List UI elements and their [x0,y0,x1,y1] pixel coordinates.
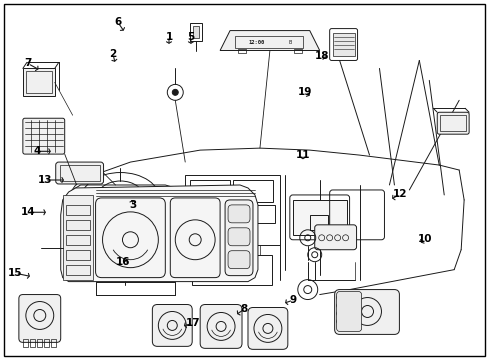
FancyBboxPatch shape [334,289,399,334]
Text: 2: 2 [109,49,116,59]
FancyBboxPatch shape [436,112,468,134]
FancyBboxPatch shape [200,305,242,348]
Text: 5: 5 [187,32,194,41]
Bar [60,165,100,181]
FancyBboxPatch shape [19,294,61,342]
FancyBboxPatch shape [95,198,165,278]
Text: 16: 16 [115,257,130,267]
Bar [222,226,229,232]
Polygon shape [61,185,258,282]
Bar [234,226,242,232]
Bar [238,49,245,54]
Text: 10: 10 [417,234,431,244]
Bar [37,339,41,347]
Circle shape [172,89,178,95]
Text: 12:00: 12:00 [248,40,264,45]
FancyBboxPatch shape [227,228,249,246]
Text: 15: 15 [8,268,23,278]
Bar [65,235,89,245]
Text: 1: 1 [165,32,172,41]
Bar [192,255,271,285]
Bar [309,215,327,230]
Polygon shape [220,31,319,50]
Bar [293,49,301,54]
Bar [439,115,465,131]
Bar [23,68,55,96]
Bar [65,205,89,215]
Bar [198,226,206,232]
Bar [235,36,302,48]
Text: 9: 9 [289,295,296,305]
FancyBboxPatch shape [247,307,287,349]
FancyBboxPatch shape [336,292,361,332]
Bar [23,339,28,347]
Bar [65,220,89,230]
Text: 4: 4 [34,146,41,156]
Text: 18: 18 [315,51,329,61]
Bar [292,200,346,235]
FancyBboxPatch shape [23,118,64,154]
FancyBboxPatch shape [170,198,220,278]
FancyBboxPatch shape [314,225,356,250]
Text: 3: 3 [128,200,136,210]
Bar [44,339,49,347]
Text: 12: 12 [392,189,407,199]
Bar [62,195,92,280]
Text: B: B [287,40,291,45]
Bar [65,265,89,275]
Text: 13: 13 [38,175,52,185]
Text: 14: 14 [20,207,35,217]
Bar [190,180,229,202]
Bar [193,26,199,37]
FancyBboxPatch shape [224,200,252,276]
Bar [30,339,35,347]
Bar [51,339,56,347]
FancyBboxPatch shape [227,251,249,269]
Bar [210,226,218,232]
Bar [190,23,202,41]
Text: 6: 6 [114,17,121,27]
Bar [26,71,52,93]
FancyBboxPatch shape [152,305,192,346]
Bar [332,32,354,57]
Text: 17: 17 [185,319,200,328]
Text: 8: 8 [241,304,247,314]
Bar [65,250,89,260]
FancyBboxPatch shape [56,162,103,184]
Text: 19: 19 [298,87,312,97]
Bar [190,205,274,223]
Bar [185,175,279,245]
Bar [233,180,272,202]
Text: 11: 11 [295,150,309,160]
FancyBboxPatch shape [227,205,249,223]
Text: 7: 7 [24,58,31,68]
